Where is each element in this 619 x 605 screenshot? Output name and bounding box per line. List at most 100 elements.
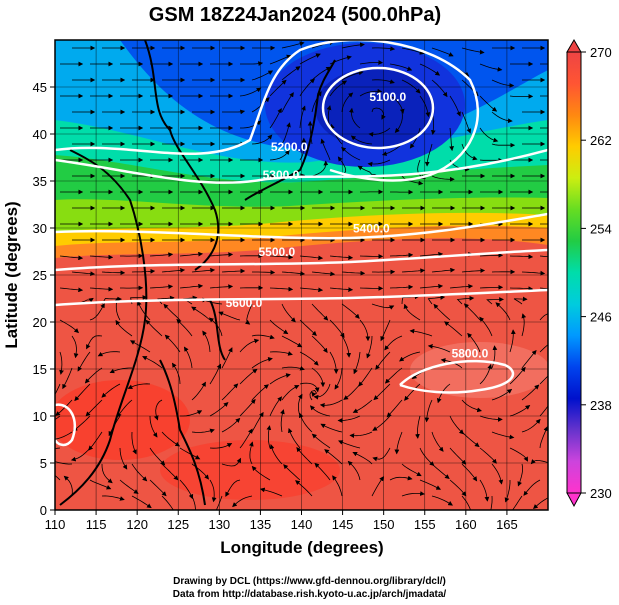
x-axis-ticks: 110 115 120 125 130 135 140 145 150 155 160 165 [45,510,518,532]
streamline-arrow [239,87,262,97]
streamline-arrow [419,251,444,257]
streamline-arrow [71,271,96,277]
streamline-arrow [179,479,194,500]
warm-pocket-east [410,342,548,398]
x-tick-label: 155 [414,517,436,532]
streamline-arrow [348,107,361,129]
streamline-arrow [59,319,79,334]
streamline-arrow [55,399,73,416]
streamline-arrow [288,427,301,449]
streamline-arrow [334,367,343,390]
streamline-arrow [299,105,306,129]
streamline-arrow [431,495,453,506]
streamline-arrow [309,405,331,417]
streamline-arrow [320,423,343,433]
streamline-arrow [70,447,91,462]
colorbar-top-arrow [566,39,582,53]
streamline-arrow [403,303,421,321]
streamline-arrow [341,92,354,113]
streamline-arrow [461,495,471,510]
streamline-arrow [523,479,541,496]
streamline-arrow [517,463,523,487]
streamline-arrow [449,127,454,152]
streamline-arrow [240,61,264,67]
streamline-arrow [509,286,534,292]
streamline-arrow [539,255,548,258]
streamline-arrow [161,431,181,447]
streamline-arrow [461,399,482,413]
streamline-arrow [62,367,73,390]
streamline-arrow [88,431,103,451]
streamline-arrow [179,447,201,460]
streamline-arrow [77,351,91,372]
streamline-arrow [359,60,384,65]
streamline-arrow [409,328,433,337]
streamline-arrow [552,382,566,400]
streamline-arrow [269,149,290,161]
streamline-arrow [461,431,480,448]
streamline-arrow [349,431,373,439]
streamline-arrow [251,384,269,401]
streamline-arrow [299,78,315,97]
streamline-arrow [119,479,139,494]
streamline-arrow [401,491,425,497]
contour-labels: 5100.0 5200.0 5300.0 5400.0 5500.0 5600.0 5800… [226,90,489,361]
streamline-arrow [180,410,203,417]
streamline-arrow [311,66,331,81]
streamline-arrow [251,465,271,481]
streamline-arrow [394,111,403,134]
streamline-arrow [209,284,234,290]
streamline-arrow [373,383,391,401]
x-tick-label: 145 [332,517,354,532]
streamline-arrow [266,425,272,449]
streamline-arrow [338,440,361,449]
streamline-arrow [55,431,73,442]
streamline-arrow [431,175,455,182]
streamline-arrow [366,335,373,359]
streamline-arrow [491,142,516,148]
streamline-arrow [221,417,241,433]
streamline-arrow [232,495,253,508]
streamline-arrow [479,479,490,502]
x-tick-label: 140 [291,517,313,532]
streamline-arrow [431,463,450,479]
streamline-arrow [479,63,503,72]
streamline-arrow [269,444,283,465]
x-axis-label: Longitude (degrees) [220,538,383,557]
streamline-arrow [281,365,305,371]
streamline-arrow [521,418,541,433]
contour-5100 [321,66,435,150]
x-tick-label: 160 [455,517,477,532]
streamline-arrow [409,127,421,149]
streamline-arrow [239,399,256,417]
streamline-arrow [401,268,426,274]
streamline-arrow [225,479,241,497]
streamline-arrow [299,137,307,161]
streamline-arrow [137,300,151,321]
colorbar: 230 238 246 254 262 270 [566,39,612,508]
x-tick-label: 125 [167,517,189,532]
contour-5800 [399,359,515,394]
streamline-arrow [332,475,343,497]
streamline-arrow [209,363,222,385]
streamline-arrow [281,303,296,323]
streamline-arrow [401,79,421,94]
streamline-arrow [101,270,126,276]
streamline-arrow [281,66,301,81]
streamline-arrow [296,446,313,465]
streamline-arrow [314,462,331,481]
streamline-arrow [504,480,511,503]
chart-title: GSM 18Z24Jan2024 (500.0hPa) [149,4,441,26]
streamline-arrow [281,335,303,348]
streamline-arrow [269,79,287,97]
y-axis-label: Latitude (degrees) [2,201,21,348]
streamline-arrow [479,447,497,464]
streamline-arrow [419,447,435,467]
streamline-arrow [479,316,493,337]
streamline-arrow [179,283,204,289]
plot-area: 5100.0 5200.0 5300.0 5400.0 5500.0 5600.0 5800… [55,40,566,510]
x-tick-label: 115 [86,517,107,532]
y-tick-label: 10 [33,409,47,424]
streamline-arrow [357,165,377,177]
streamline-arrow [401,47,425,55]
